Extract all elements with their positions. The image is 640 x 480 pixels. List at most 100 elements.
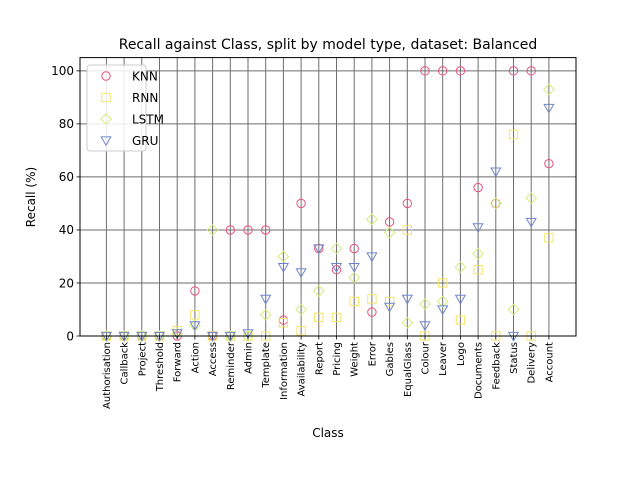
x-tick-label: Authorisation [102, 342, 113, 409]
point-rnn [473, 265, 483, 275]
legend-marker-gru [100, 136, 112, 147]
x-tick-label: EqualGlass [403, 342, 414, 397]
point-lstm [330, 242, 343, 255]
x-tick-label: Access [208, 342, 219, 376]
point-rnn [544, 233, 554, 243]
point-rnn [508, 129, 519, 140]
point-gru [330, 262, 343, 273]
point-knn [384, 217, 395, 227]
point-rnn [402, 225, 413, 235]
point-knn [473, 182, 483, 193]
x-tick-label: Threshold [155, 342, 166, 392]
point-gru [313, 244, 325, 255]
point-rnn [384, 296, 395, 307]
point-gru [454, 294, 467, 305]
x-tick-label: Callback [120, 342, 131, 385]
data-points [100, 66, 555, 342]
point-gru [419, 321, 431, 332]
x-tick-label: Forward [173, 342, 184, 382]
x-tick-label: Information [279, 342, 290, 400]
point-gru [490, 167, 502, 178]
point-gru [507, 331, 520, 342]
point-gru [543, 103, 555, 114]
y-tick-label: 60 [59, 170, 74, 184]
point-rnn [367, 294, 377, 304]
x-axis-label: Class [312, 426, 344, 440]
point-lstm [489, 197, 502, 210]
series-gru [100, 103, 555, 342]
point-gru [295, 268, 307, 279]
legend-marker-knn [101, 71, 111, 81]
point-knn [402, 198, 412, 209]
x-tick-label: Template [261, 342, 272, 389]
point-rnn [438, 278, 448, 288]
point-gru [224, 331, 236, 342]
point-gru [401, 294, 413, 305]
x-tick-label: Colour [421, 341, 432, 374]
x-tick-label: Logo [456, 342, 467, 366]
point-knn [243, 225, 253, 235]
point-knn [491, 198, 501, 209]
point-lstm [436, 295, 449, 308]
point-gru [100, 331, 113, 342]
x-tick-label: Gables [385, 342, 396, 376]
x-tick-label: Documents [474, 342, 485, 399]
point-rnn [278, 318, 289, 328]
point-lstm [525, 192, 538, 205]
point-knn [296, 198, 306, 209]
legend-box [86, 64, 147, 152]
legend-label-knn: KNN [132, 69, 158, 83]
legend-label-lstm: LSTM [132, 112, 164, 126]
y-tick-label: 20 [59, 276, 74, 290]
point-rnn [314, 312, 324, 323]
point-knn [261, 225, 271, 235]
x-tick-label: Status [509, 342, 520, 374]
point-gru [437, 305, 449, 316]
y-tick-label: 100 [51, 64, 74, 78]
x-tick-label: Leaver [438, 341, 449, 376]
legend-marker-rnn [101, 92, 111, 103]
y-axis-label: Recall (%) [24, 167, 38, 227]
point-knn [420, 66, 430, 76]
point-knn [190, 286, 200, 296]
point-knn [508, 66, 519, 76]
point-rnn [455, 315, 466, 325]
point-gru [383, 302, 396, 313]
point-lstm [206, 224, 219, 236]
x-tick-label: Error [367, 341, 378, 366]
x-tick-label: Weight [350, 342, 361, 377]
point-rnn [190, 310, 200, 320]
y-tick-label: 0 [66, 329, 74, 343]
point-gru [171, 329, 183, 340]
x-tick-label: Action [190, 342, 201, 373]
x-tick-label: Delivery [527, 342, 538, 384]
legend: KNN RNN LSTM GRU [86, 64, 164, 152]
point-lstm [312, 285, 325, 297]
point-lstm [542, 83, 555, 96]
point-knn [349, 243, 359, 254]
point-knn [438, 66, 448, 76]
point-rnn [296, 325, 306, 336]
point-gru [153, 331, 166, 342]
point-gru [348, 262, 360, 273]
point-knn [526, 66, 536, 76]
x-tick-label: Account [544, 342, 555, 382]
point-gru [242, 329, 254, 340]
point-knn [331, 265, 342, 275]
legend-label-gru: GRU [132, 134, 158, 148]
point-gru [118, 331, 130, 342]
point-lstm [259, 308, 272, 321]
x-tick-label: Reminder [226, 341, 237, 390]
x-tick-label: Availability [297, 342, 308, 397]
point-gru [136, 331, 148, 342]
plot-frame [79, 57, 577, 337]
point-gru [277, 262, 290, 273]
point-lstm [419, 298, 431, 311]
y-tick-label: 40 [59, 223, 74, 237]
point-knn [455, 66, 466, 76]
y-tick-label: 80 [59, 117, 74, 131]
chart-title: Recall against Class, split by model typ… [119, 37, 538, 53]
point-lstm [472, 247, 485, 260]
x-tick-label: Report [314, 342, 325, 375]
point-rnn [349, 296, 359, 307]
